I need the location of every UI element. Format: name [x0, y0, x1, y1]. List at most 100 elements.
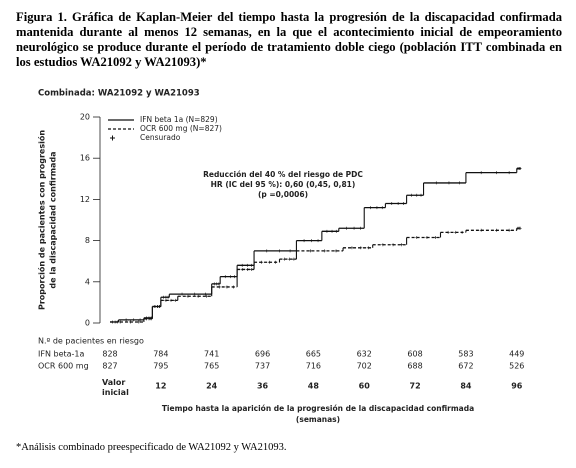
censor-mark: [400, 243, 404, 247]
x-tick-label: 24: [206, 382, 218, 391]
risk-count: 741: [204, 350, 219, 359]
censor-mark: [240, 263, 244, 267]
x-tick-label: 12: [155, 382, 166, 391]
censor-mark: [479, 171, 483, 175]
censor-mark: [292, 257, 296, 261]
censor-mark: [454, 230, 458, 234]
censor-mark: [149, 317, 153, 321]
censor-mark: [196, 294, 200, 298]
y-tick-label: 4: [85, 277, 90, 286]
censor-mark: [250, 267, 254, 271]
censor-mark: [153, 305, 157, 309]
chart: Combinada: WA21092 y WA21093 Proporción …: [37, 89, 525, 425]
legend-label: IFN beta 1a (N=829): [140, 115, 218, 124]
x-axis-label: Tiempo hasta la aparición de la progresi…: [162, 404, 474, 413]
censor-mark: [212, 282, 216, 286]
censor-mark: [425, 236, 429, 240]
x-tick-label: Valor inicial: [102, 378, 129, 397]
legend-label: OCR 600 mg (N=827): [140, 124, 222, 133]
censor-mark: [334, 229, 338, 233]
censor-mark: [166, 295, 170, 299]
risk-count: 449: [509, 350, 524, 359]
y-tick-label: 16: [80, 154, 90, 163]
y-axis-label: de la discapacidad confirmada: [49, 151, 58, 288]
risk-count: 828: [102, 350, 117, 359]
censor-mark: [228, 275, 232, 279]
annotation: (p =0,0006): [258, 190, 308, 199]
x-axis-label: (semanas): [296, 415, 340, 424]
censor-mark: [359, 246, 363, 250]
censor-mark: [325, 229, 329, 233]
censor-mark: [434, 181, 438, 185]
censor-mark: [518, 167, 522, 170]
risk-row-label: OCR 600 mg: [38, 362, 89, 371]
risk-count: 526: [509, 362, 524, 371]
y-tick-label: 8: [85, 236, 90, 245]
censor-mark: [479, 228, 483, 232]
censor-mark: [217, 282, 221, 286]
censor-mark: [322, 249, 326, 253]
censor-mark: [217, 285, 221, 289]
censor-mark: [138, 318, 142, 322]
censor-mark: [288, 249, 292, 253]
x-tick-label: 84: [460, 382, 472, 391]
censor-mark: [158, 305, 162, 309]
risk-count: 765: [204, 362, 219, 371]
censor-mark: [250, 263, 254, 267]
censor-mark: [330, 229, 334, 233]
risk-count: 583: [458, 350, 473, 359]
figure-caption: Figura 1. Gráfica de Kaplan-Meier del ti…: [16, 10, 562, 69]
censor-mark: [310, 239, 314, 243]
censor-mark: [265, 249, 269, 253]
censor-mark: [447, 181, 451, 185]
censor-mark: [173, 298, 177, 302]
censor-mark: [245, 263, 249, 267]
footnote: *Análisis combinado preespecificado de W…: [16, 442, 287, 453]
censor-mark: [161, 295, 165, 299]
censor-mark: [124, 318, 128, 322]
censor-mark: [137, 320, 141, 324]
censor-mark: [415, 236, 419, 240]
censor-mark: [380, 206, 384, 210]
censor-mark: [128, 320, 132, 324]
risk-count: 632: [357, 350, 372, 359]
censor-mark: [458, 181, 462, 185]
censor-mark: [144, 317, 148, 321]
censor-mark: [132, 318, 136, 322]
x-tick-label: 96: [511, 382, 523, 391]
risk-count: 784: [153, 350, 168, 359]
risk-count: 672: [458, 362, 473, 371]
censor-mark: [344, 226, 348, 230]
y-tick-label: 12: [80, 195, 90, 204]
censor-mark: [267, 260, 271, 264]
censor-mark: [390, 202, 394, 206]
censor-mark: [277, 249, 281, 253]
censor-mark: [366, 246, 370, 250]
x-tick-label: 72: [410, 382, 421, 391]
risk-count: 827: [102, 362, 117, 371]
censor-mark: [223, 275, 227, 279]
censor-mark: [415, 193, 419, 197]
censor-mark: [507, 171, 511, 175]
censor-mark: [180, 292, 184, 296]
y-tick-label: 0: [85, 319, 90, 328]
risk-count: 665: [306, 350, 321, 359]
risk-count: 737: [255, 362, 270, 371]
censor-mark: [507, 228, 511, 232]
censor-mark: [169, 298, 173, 302]
censor-mark: [186, 294, 190, 298]
risk-count: 608: [407, 350, 422, 359]
censor-mark: [375, 206, 379, 210]
annotation: HR (IC del 95 %): 0,60 (0,45, 0,81): [211, 180, 356, 189]
legend-censor: [110, 135, 115, 141]
y-axis-label: Proporción de pacientes con progresión: [37, 130, 47, 310]
censor-mark: [334, 249, 338, 253]
censor-mark: [283, 257, 287, 261]
censor-mark: [460, 230, 464, 234]
censor-mark: [410, 193, 414, 197]
censor-mark: [233, 275, 237, 279]
censor-mark: [205, 294, 209, 298]
censor-mark: [494, 171, 498, 175]
risk-row-label: IFN beta-1a: [38, 350, 85, 359]
